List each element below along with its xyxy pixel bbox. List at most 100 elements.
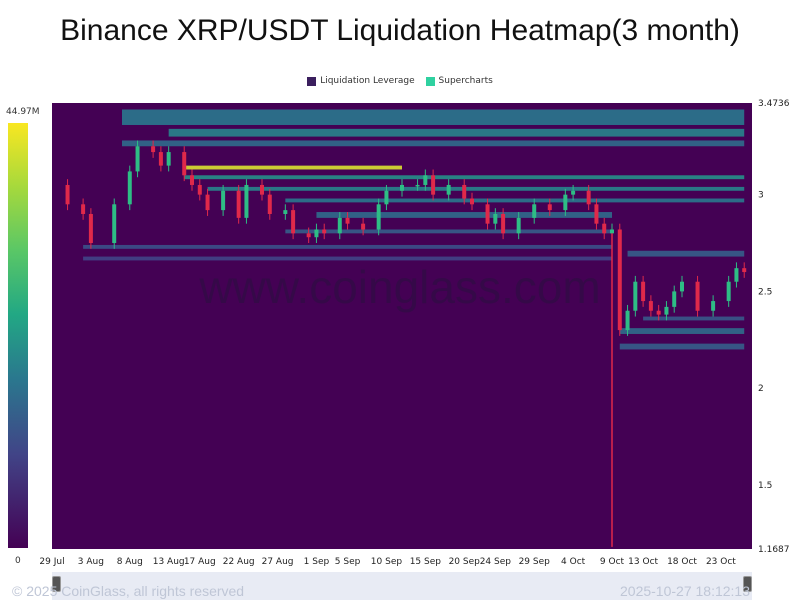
x-tick-label: 20 Sep [449,557,481,567]
price-candle-body [493,213,498,224]
x-tick-label: 22 Aug [223,557,255,567]
price-candle-body [610,229,614,234]
legend-swatch-liquidation-leverage [307,76,317,86]
scrollbar-left-handle[interactable] [52,576,61,592]
y-tick-label: 1.5 [758,481,772,491]
y-tick-label: 2.5 [758,287,772,297]
price-candle-body [197,184,202,195]
price-candle-body [221,190,226,211]
liquidation-band [285,198,745,203]
price-candle-body [617,229,622,331]
liquidation-band [184,165,402,170]
copyright-text: © 2025 CoinGlass, all rights reserved [12,583,245,599]
legend-label-supercharts: Supercharts [438,76,493,86]
price-candle-body [205,194,210,211]
price-candle-body [361,223,366,230]
price-candle-body [291,210,296,234]
price-candle-body [633,281,638,311]
colorbar-max-label: 44.97M [6,107,40,117]
x-tick-label: 29 Sep [519,557,551,567]
x-tick-label: 27 Aug [262,557,294,567]
price-candle-body [376,204,381,230]
price-candle-body [672,291,677,307]
x-tick-label: 3 Aug [78,557,104,567]
price-candle-body [501,213,506,234]
legend-item-liquidation-leverage[interactable]: Liquidation Leverage [307,76,415,86]
liquidation-band [122,109,745,125]
price-candle-body [260,184,264,195]
y-tick-label: 1.1687 [758,545,790,555]
price-candle-body [112,204,117,244]
liquidation-band [316,212,612,218]
scrollbar-right-handle[interactable] [743,576,752,592]
x-tick-label: 13 Aug [153,557,185,567]
liquidation-band [83,244,613,249]
y-tick-label: 3 [758,191,764,201]
price-candle-body [571,190,576,195]
price-candle-body [182,152,187,176]
price-candle-body [127,171,132,205]
price-candle-body [244,184,249,218]
x-tick-label: 23 Oct [706,557,736,567]
price-candle-body [470,198,474,205]
time-range-scrollbar[interactable] [52,572,752,600]
price-candle-body [322,229,327,234]
price-candle-body [151,146,156,153]
price-candle-body [648,301,653,311]
legend: Liquidation Leverage Supercharts [0,76,800,89]
x-tick-label: 5 Sep [335,557,361,567]
price-candle-body [337,217,342,234]
price-candle-body [641,281,646,302]
price-candle-body [462,184,467,199]
price-candle-body [742,268,747,273]
price-candle-body [602,223,607,234]
liquidation-band [619,343,745,350]
legend-swatch-supercharts [425,76,435,86]
liquidation-band [627,250,745,257]
price-candle-body [306,233,311,238]
chart-title: Binance XRP/USDT Liquidation Heatmap(3 m… [60,14,740,47]
price-candle-body [166,152,171,166]
price-candle-body [547,204,552,211]
liquidation-band [184,175,745,180]
colorbar [8,123,28,548]
liquidation-band [643,316,745,321]
price-candle-body [314,229,319,238]
price-candle-body [400,184,404,191]
x-tick-label: 17 Aug [184,557,216,567]
liquidation-band [122,140,745,147]
price-candle-body [236,190,241,218]
legend-item-supercharts[interactable]: Supercharts [425,76,493,86]
liquidation-band [207,186,745,191]
price-candle-body [516,217,521,234]
x-tick-label: 10 Sep [371,557,403,567]
price-candle-body [586,190,591,205]
price-candle-body [485,204,490,224]
price-candle-body [384,190,389,205]
price-candle-body [656,310,661,315]
price-candle-body [625,310,630,331]
price-candle-body [88,213,93,244]
x-tick-label: 8 Aug [117,557,143,567]
y-tick-label: 2 [758,384,764,394]
price-candle-body [532,204,537,218]
price-candle-body [267,194,272,214]
price-candle-body [726,281,731,302]
x-tick-label: 13 Oct [628,557,658,567]
price-candle-body [423,175,428,185]
price-candle-body [594,204,599,224]
price-candle-body [563,194,568,211]
watermark-text: www.coinglass.com [198,261,600,313]
x-tick-label: 29 Jul [39,557,64,567]
price-candle-body [283,210,288,214]
price-candle-body [664,306,669,315]
price-candle-body [415,184,420,187]
colorbar-min-label: 0 [15,556,21,566]
price-candle-body [190,175,194,185]
x-tick-label: 24 Sep [480,557,512,567]
price-candle-body [680,281,684,292]
x-tick-label: 1 Sep [304,557,330,567]
price-candle-body [695,281,700,311]
price-candle-body [65,184,70,205]
